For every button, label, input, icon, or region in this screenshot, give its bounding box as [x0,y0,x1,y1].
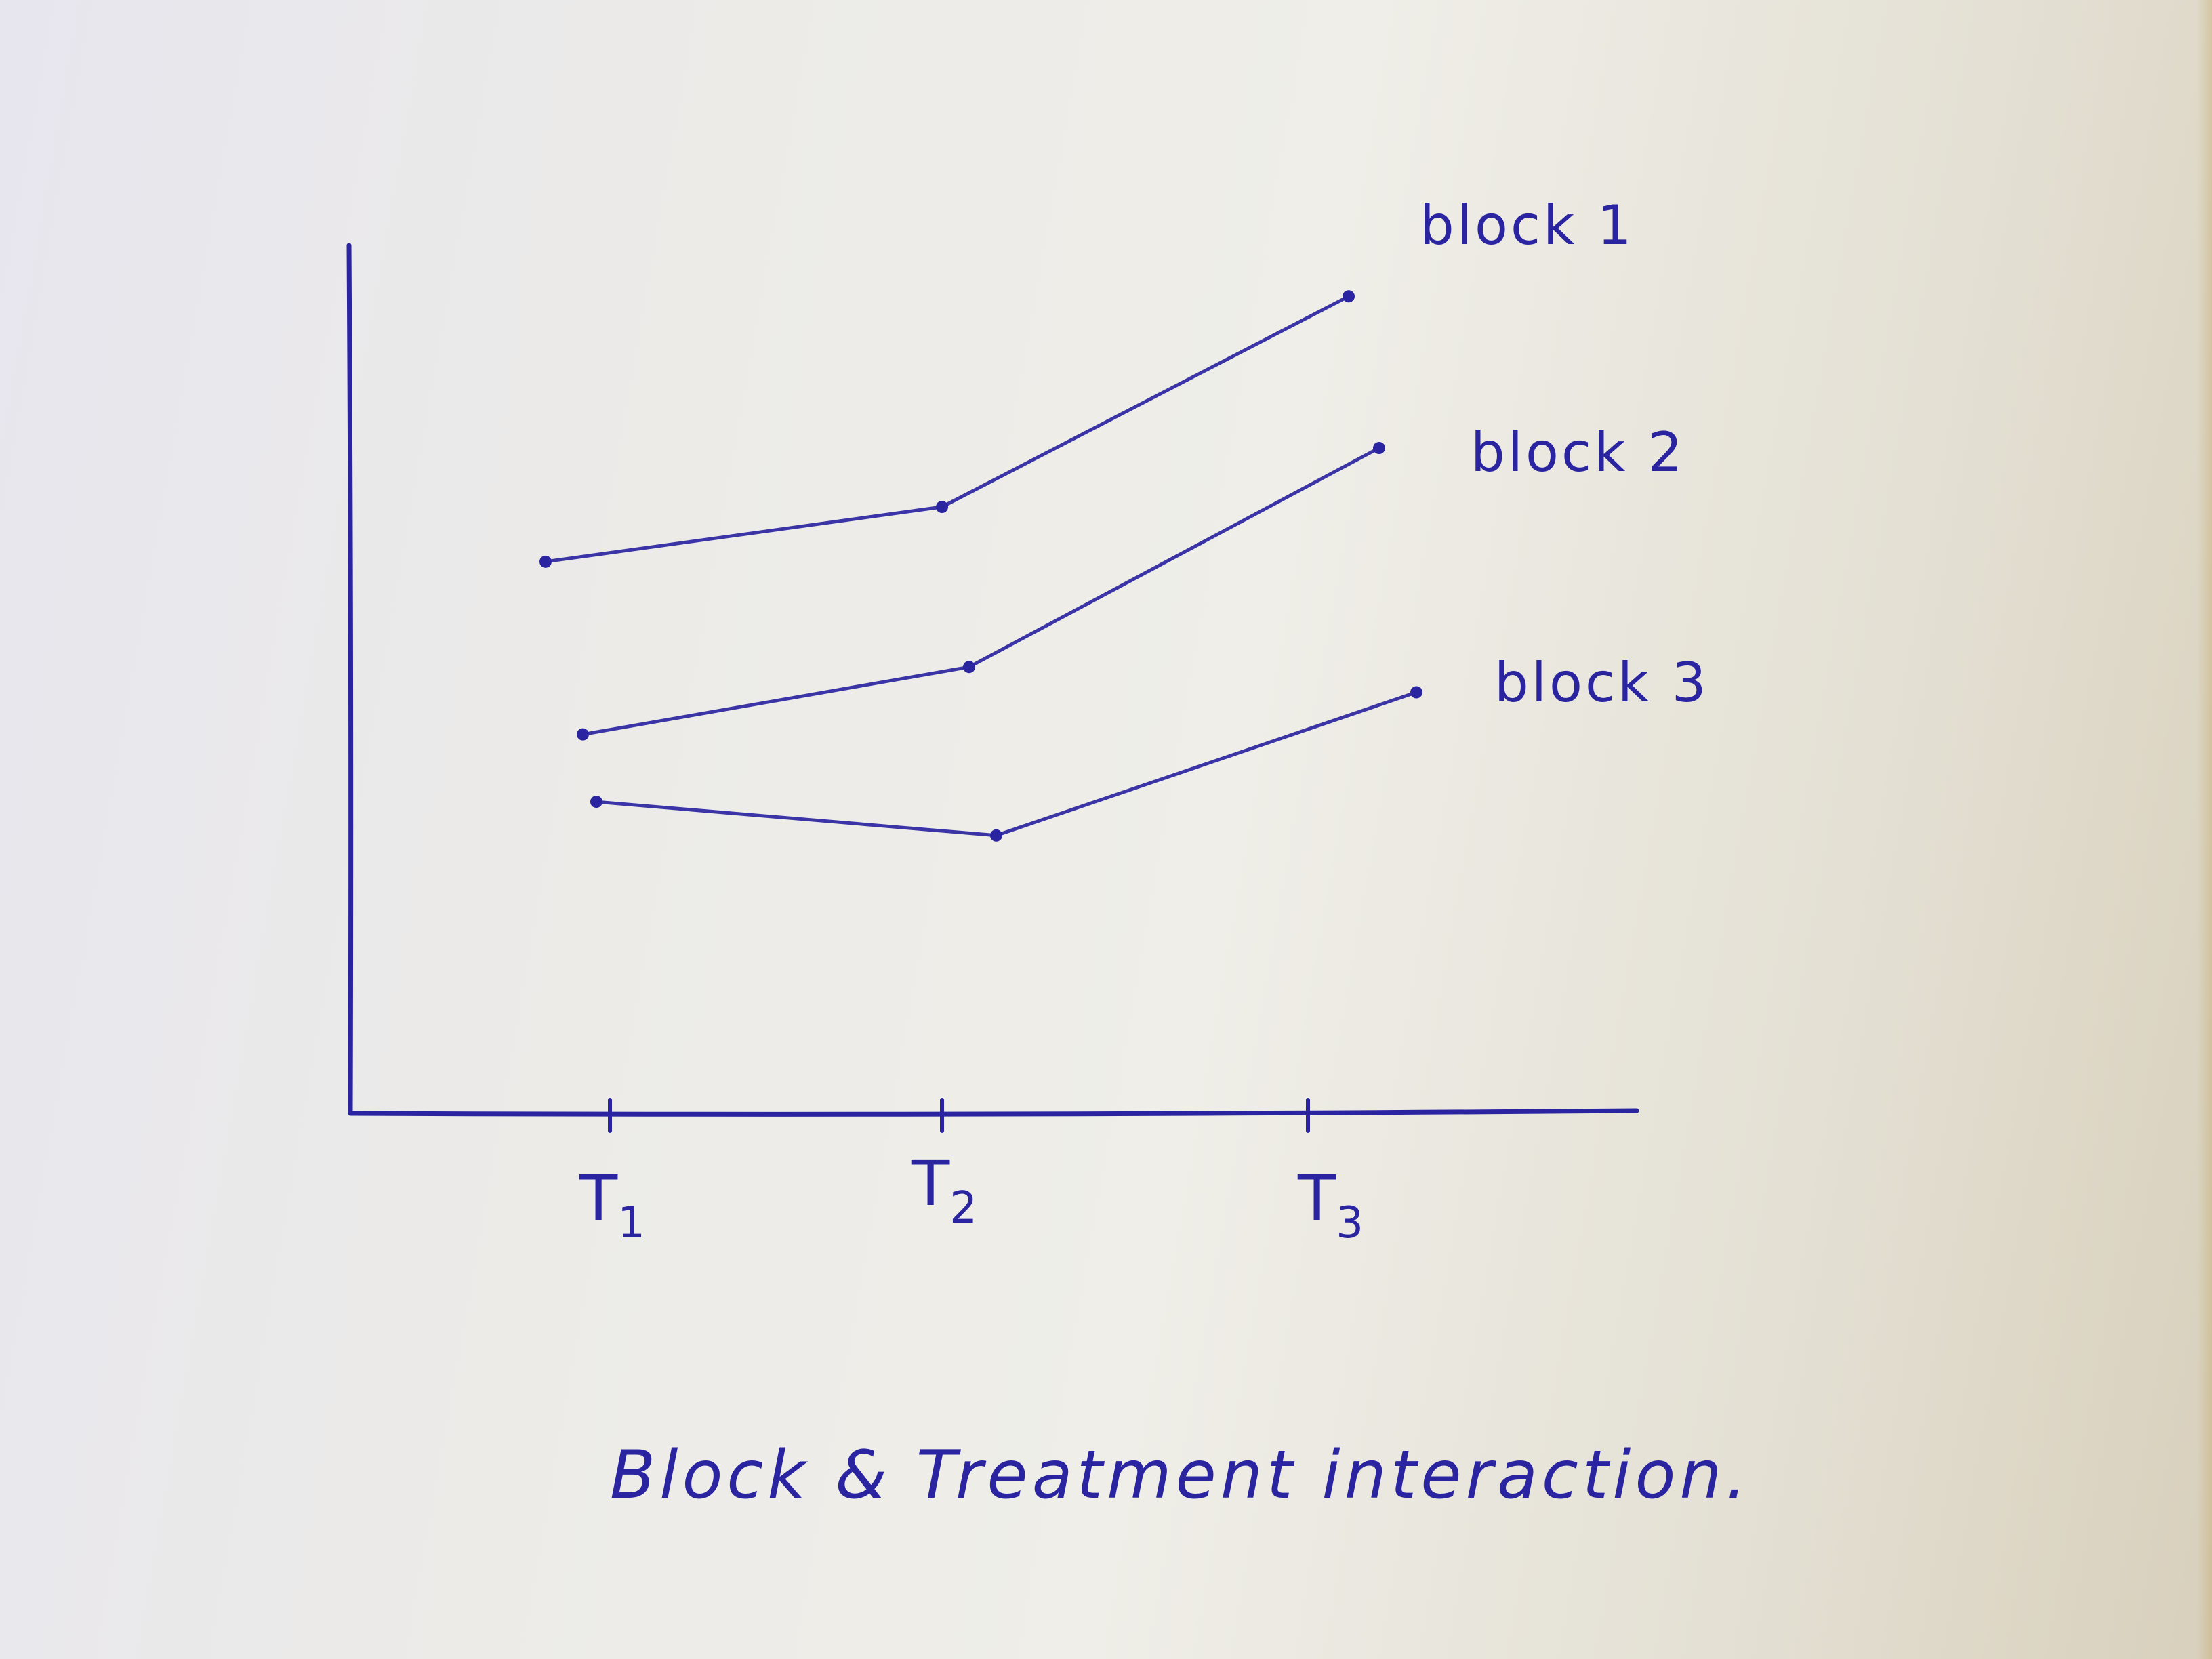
data-point-s2-1 [577,728,589,741]
series-lines [544,294,1418,838]
series-label-3: block 3 [1494,651,1709,714]
series-label-2: block 2 [1471,421,1685,484]
x-tick-label-1: T1 [579,1162,645,1248]
paper-edge [2197,0,2212,1659]
x-tick-label-2: T2 [911,1147,977,1233]
data-point-s3-3 [1410,686,1422,699]
x-axis-line [348,1108,1639,1117]
data-point-s3-1 [590,796,602,808]
tick-labels: T1 T2 T3 [579,1147,1364,1248]
axes [346,243,1639,1133]
series-points [539,290,1422,842]
series-labels: block 1 block 2 block 3 [1420,194,1709,714]
data-point-s2-3 [1373,442,1385,455]
data-point-s3-2 [990,829,1002,842]
x-tick-label-3: T3 [1297,1162,1364,1248]
data-point-s1-2 [936,501,948,514]
data-point-s1-3 [1343,290,1355,303]
y-axis-line [346,243,354,1116]
series-label-1: block 1 [1420,194,1635,257]
series-line-3 [594,691,1418,838]
series-line-2 [581,446,1381,737]
chart-title: Block & Treatment interaction. [610,1437,1751,1514]
data-point-s2-2 [963,661,975,674]
data-point-s1-1 [539,555,552,568]
series-line-1 [544,294,1351,564]
